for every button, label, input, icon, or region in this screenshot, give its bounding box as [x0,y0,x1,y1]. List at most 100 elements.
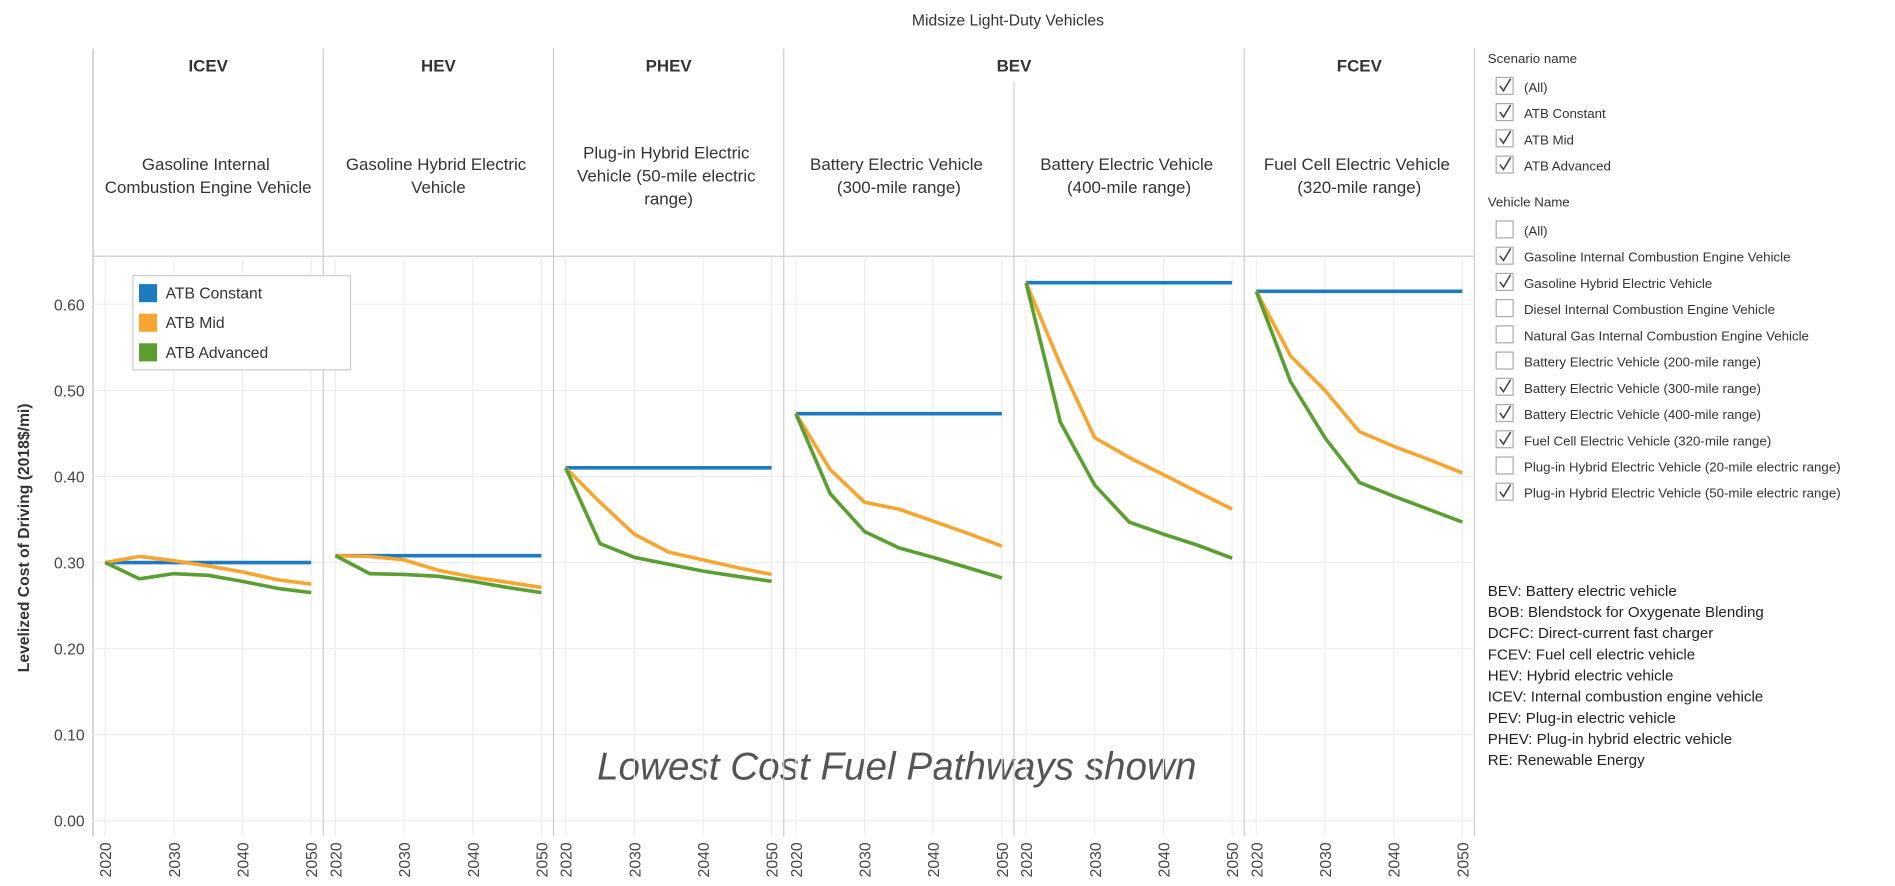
group-label: ICEV [188,56,228,75]
checkbox[interactable] [1495,325,1514,344]
annotation: Lowest Cost Fuel Pathways shown [597,746,1196,789]
filter-label[interactable]: (All) [1524,223,1548,238]
glossary-entry: FCEV: Fuel cell electric vehicle [1488,646,1695,663]
legend-swatch [138,343,158,362]
legend-box [132,275,352,371]
filter-option[interactable]: Battery Electric Vehicle (200-mile range… [1495,351,1761,370]
filter-label[interactable]: Battery Electric Vehicle (400-mile range… [1524,407,1761,422]
filter-option[interactable]: (All) [1495,76,1548,95]
series-line [104,560,312,595]
checkbox[interactable] [1495,299,1514,318]
filter-title: Vehicle Name [1488,194,1570,209]
x-tick-label: 2020 [789,842,806,877]
filter-label[interactable]: ATB Advanced [1524,159,1611,174]
series-line [1254,290,1464,475]
filter-label[interactable]: Plug-in Hybrid Electric Vehicle (50-mile… [1524,486,1841,501]
filter-option[interactable]: Gasoline Hybrid Electric Vehicle [1495,272,1712,291]
panel-title: Plug-in Hybrid Electric Vehicle (50-mile… [577,143,760,208]
x-tick-label: 2040 [466,842,483,877]
x-tick-label: 2020 [98,842,115,877]
filter-option[interactable]: Gasoline Internal Combustion Engine Vehi… [1495,246,1791,265]
filter-label[interactable]: Natural Gas Internal Combustion Engine V… [1524,328,1809,343]
filter-option[interactable]: Plug-in Hybrid Electric Vehicle (20-mile… [1495,456,1841,475]
x-tick-label: 2050 [304,842,321,877]
group-label: BEV [997,56,1032,75]
check-mark [1499,248,1512,262]
x-tick-label: 2040 [1387,842,1404,877]
y-tick-label: 0.00 [54,814,85,831]
filter-label[interactable]: Plug-in Hybrid Electric Vehicle (20-mile… [1524,460,1841,475]
x-tick-label: 2030 [167,842,184,877]
y-tick-label: 0.30 [54,556,85,573]
panel-title: Gasoline Internal Combustion Engine Vehi… [105,155,312,197]
filter-title: Scenario name [1488,51,1577,66]
panel-title: Battery Electric Vehicle (400-mile range… [1040,155,1218,197]
legend-swatch [138,284,158,303]
filter-option[interactable]: Diesel Internal Combustion Engine Vehicl… [1495,299,1775,318]
filter-option[interactable]: Battery Electric Vehicle (400-mile range… [1495,403,1761,423]
x-tick-label: 2030 [1318,842,1335,877]
x-tick-label: 2040 [236,842,253,877]
filter-option[interactable]: (All) [1495,220,1548,239]
series-line [794,412,1003,580]
checkbox[interactable] [1495,220,1514,239]
check-mark [1499,274,1512,289]
filter-label[interactable]: Fuel Cell Electric Vehicle (320-mile ran… [1524,433,1771,448]
x-tick-label: 2040 [696,842,713,877]
check-mark [1499,156,1512,171]
filter-option[interactable]: ATB Constant [1495,103,1606,122]
group-label: FCEV [1337,56,1383,75]
series-line [1254,290,1463,524]
filter-option[interactable]: ATB Mid [1495,129,1574,148]
series-line [564,466,773,577]
filter-label[interactable]: Diesel Internal Combustion Engine Vehicl… [1524,302,1775,317]
x-tick-label: 2030 [627,842,644,877]
series-line [794,412,1003,548]
filter-option[interactable]: ATB Advanced [1495,155,1611,174]
group-label: HEV [421,56,456,75]
x-tick-label: 2020 [1249,842,1266,877]
glossary-entry: DCFC: Direct-current fast charger [1488,625,1714,642]
legend-label: ATB Mid [166,315,225,332]
legend-label: ATB Constant [166,286,263,303]
filter-label[interactable]: Gasoline Hybrid Electric Vehicle [1524,276,1712,291]
series-line [563,467,772,584]
panel-title: Gasoline Hybrid Electric Vehicle [346,155,531,197]
x-tick-label: 2030 [397,842,414,877]
x-tick-label: 2040 [926,842,943,877]
filter-option[interactable]: Fuel Cell Electric Vehicle (320-mile ran… [1495,430,1771,449]
checkbox[interactable] [1495,456,1514,475]
filter-label[interactable]: ATB Constant [1524,106,1606,121]
filter-label[interactable]: ATB Mid [1524,132,1574,147]
x-tick-label: 2050 [765,842,782,877]
x-tick-label: 2020 [328,842,345,877]
legend-swatch [138,313,158,332]
x-tick-label: 2050 [995,842,1012,877]
filter-label[interactable]: Battery Electric Vehicle (300-mile range… [1524,381,1761,396]
filter-label[interactable]: Battery Electric Vehicle (200-mile range… [1524,355,1761,370]
filter-option[interactable]: Natural Gas Internal Combustion Engine V… [1495,325,1809,344]
check-mark [1499,405,1512,420]
filter-option[interactable]: Battery Electric Vehicle (300-mile range… [1495,377,1761,396]
x-tick-label: 2050 [534,842,551,877]
series-line [1024,282,1233,560]
y-tick-label: 0.40 [54,469,85,486]
filter-label[interactable]: Gasoline Internal Combustion Engine Vehi… [1524,250,1791,265]
glossary-entry: PEV: Plug-in electric vehicle [1488,710,1676,727]
glossary-entry: RE: Renewable Energy [1488,752,1645,769]
check-mark [1499,104,1512,119]
series-line [335,553,542,590]
y-tick-label: 0.10 [54,728,85,745]
filter-label[interactable]: (All) [1524,80,1548,95]
y-axis-label: Levelized Cost of Driving (2018$/mi) [16,403,33,672]
filter-option[interactable]: Plug-in Hybrid Electric Vehicle (50-mile… [1495,482,1841,501]
y-tick-label: 0.60 [54,297,85,314]
checkbox[interactable] [1495,351,1514,370]
check-mark [1499,431,1512,446]
y-tick-label: 0.20 [54,642,85,659]
x-tick-label: 2040 [1156,842,1173,877]
x-tick-label: 2020 [559,842,576,877]
series-line [334,554,542,595]
check-mark [1499,379,1512,394]
